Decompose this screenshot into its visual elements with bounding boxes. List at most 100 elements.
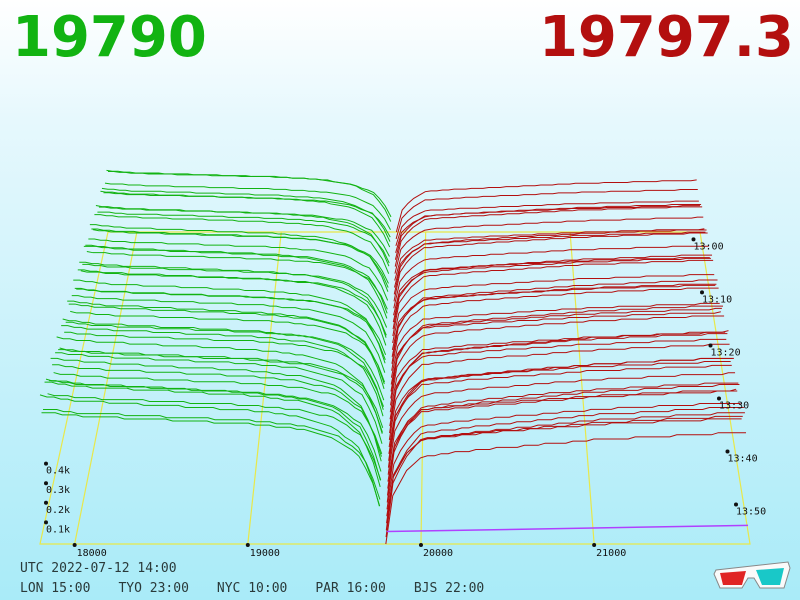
ask-slice-line <box>390 315 725 406</box>
ask-slice-line <box>388 364 732 454</box>
ask-slice-line <box>393 245 709 309</box>
ask-slice-line <box>389 333 728 427</box>
time-tick-marker <box>734 502 738 507</box>
x-tick-marker <box>592 543 597 547</box>
time-tick-label: 13:30 <box>719 400 749 411</box>
bid-slice-line <box>44 381 381 488</box>
depth-tick-marker <box>44 481 48 486</box>
depth-tick-label: 0.2k <box>46 505 70 516</box>
time-tick-marker <box>700 290 704 295</box>
ask-slice-line <box>386 415 743 524</box>
bid-slice-line <box>97 211 390 264</box>
clock-tokyo: TYO 23:00 <box>118 581 189 596</box>
bid-slice-line <box>45 378 381 481</box>
bid-slice-line <box>71 295 386 373</box>
bid-slice-line <box>95 205 390 267</box>
depth-tick-label: 0.1k <box>46 524 70 535</box>
ask-slice-line <box>395 188 698 240</box>
world-clocks: LON 15:00 TYO 23:00 NYC 10:00 PAR 16:00 … <box>20 581 512 596</box>
bid-slice-line <box>41 412 381 507</box>
depth-tick-label: 0.3k <box>46 485 70 496</box>
bid-slice-line <box>68 303 385 385</box>
bid-slice-line <box>47 393 382 481</box>
ask-slice-line <box>389 338 727 420</box>
x-gridline <box>569 231 595 545</box>
ask-slice-line <box>393 257 710 316</box>
bid-slice-line <box>98 206 390 257</box>
time-tick-marker <box>725 449 730 454</box>
ask-slice-line <box>390 311 721 385</box>
bid-slice-line <box>55 352 383 444</box>
time-tick-label: 13:50 <box>736 507 766 518</box>
x-tick-label: 21000 <box>596 548 626 559</box>
ask-slice-line <box>394 228 705 281</box>
bid-slice-line <box>65 321 385 401</box>
ask-slice-line <box>395 205 700 253</box>
bid-slice-line <box>106 169 392 222</box>
ask-slice-line <box>394 204 702 260</box>
bid-slice-line <box>70 310 386 383</box>
ask-slice-line <box>393 229 707 295</box>
ask-slice-line <box>395 200 699 247</box>
bid-slice-line <box>91 228 389 288</box>
time-tick-marker <box>717 396 721 401</box>
bid-slice-line <box>100 190 391 248</box>
bid-slice-line <box>62 318 384 410</box>
bid-slice-line <box>104 182 391 230</box>
ask-slice-line <box>391 287 719 371</box>
bid-slice-line <box>86 250 388 310</box>
ask-slice-line <box>385 412 745 538</box>
bid-slice-line <box>79 261 387 338</box>
bid-slice-line <box>74 287 386 360</box>
bid-slice-line <box>89 224 389 292</box>
ask-price: 19797.3 <box>538 5 794 70</box>
3d-glasses-icon[interactable] <box>712 558 792 594</box>
bid-slice-line <box>83 245 388 319</box>
ask-slice-line <box>395 179 697 233</box>
depth-tick-label: 0.4k <box>46 466 70 477</box>
ask-slice-line <box>392 259 714 337</box>
ask-slice-line <box>393 231 706 288</box>
ask-slice-line <box>389 330 729 434</box>
bid-price: 19790 <box>12 5 207 70</box>
bid-slice-line <box>88 238 389 301</box>
bid-slice-line <box>77 269 387 346</box>
x-tick-label: 20000 <box>423 548 453 559</box>
ask-slice-line <box>387 390 738 489</box>
floor-outline <box>39 231 751 545</box>
ask-slice-line <box>394 216 704 274</box>
depth-tick-marker <box>44 500 48 505</box>
ask-slice-line <box>394 206 703 267</box>
ask-slice-line <box>391 283 717 357</box>
time-tick-marker <box>691 237 696 242</box>
ask-slice-line <box>392 274 715 344</box>
bid-slice-line <box>73 279 386 364</box>
time-tick-label: 13:40 <box>728 454 758 465</box>
ask-slice-line <box>385 406 744 531</box>
x-gridline <box>247 231 282 545</box>
ask-slice-line <box>392 257 711 323</box>
bid-slice-line <box>67 300 385 390</box>
utc-time: UTC 2022-07-12 14:00 <box>20 561 177 576</box>
bid-slice-line <box>52 364 382 457</box>
ask-slice-line <box>386 384 740 503</box>
ask-slice-line <box>385 432 747 545</box>
x-tick-marker <box>72 543 77 547</box>
x-tick-marker <box>245 543 250 547</box>
clock-new-york: NYC 10:00 <box>216 581 288 596</box>
time-tick-label: 13:10 <box>702 294 732 305</box>
time-tick-label: 13:20 <box>711 347 741 358</box>
bid-slice-line <box>43 409 381 500</box>
clock-london: LON 15:00 <box>20 581 91 596</box>
ask-slice-line <box>386 418 742 517</box>
ask-slice-line <box>386 402 741 510</box>
ask-slice-line <box>387 388 737 482</box>
accent-line <box>386 524 749 533</box>
ask-slice-line <box>388 343 730 441</box>
ask-slice-line <box>390 305 723 399</box>
bid-slice-line <box>94 214 390 274</box>
depth-tick-marker <box>44 520 48 525</box>
bid-slice-line <box>80 270 387 336</box>
ask-slice-line <box>392 254 713 330</box>
ask-slice-line <box>390 302 720 378</box>
